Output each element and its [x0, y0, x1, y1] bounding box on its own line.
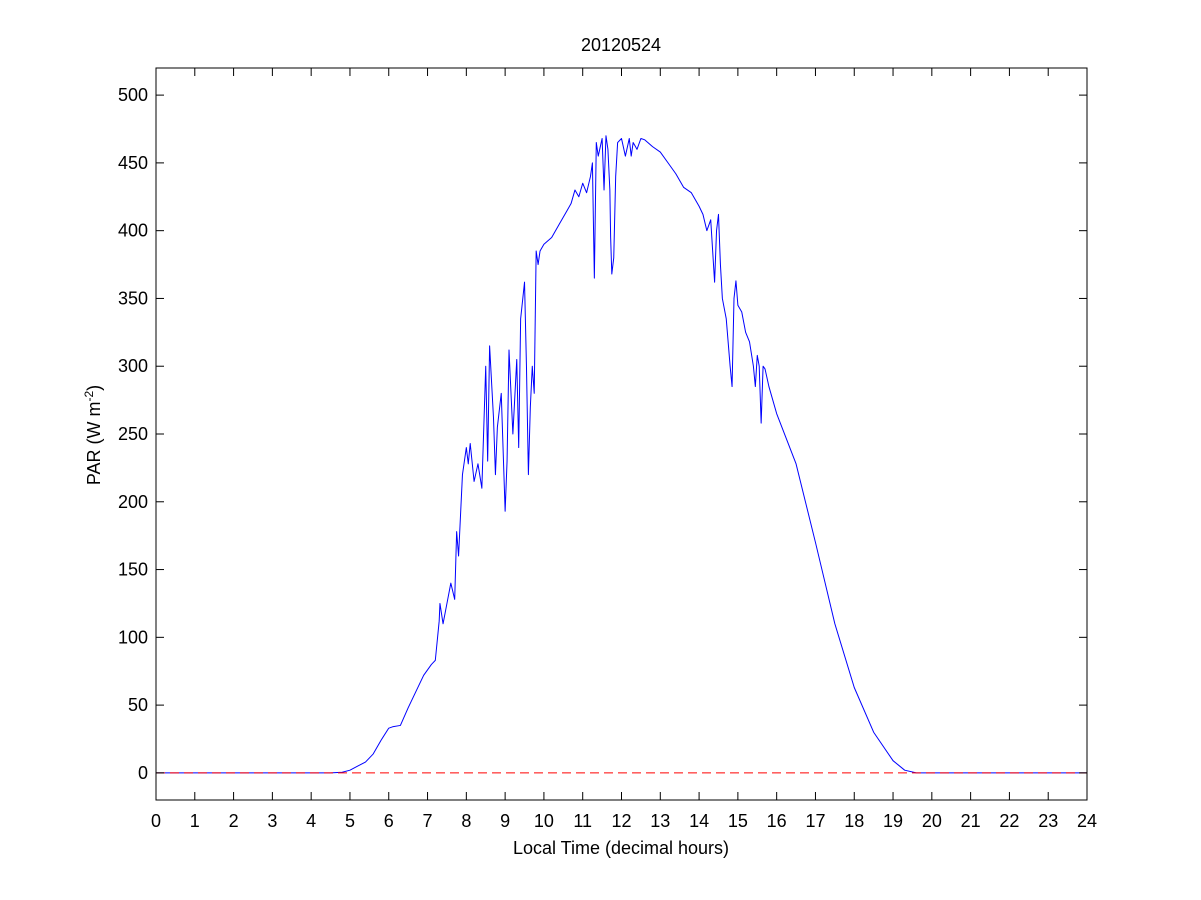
x-tick-label: 7: [423, 811, 433, 831]
y-axis-label-superscript: -2: [82, 391, 96, 402]
x-axis-label: Local Time (decimal hours): [513, 838, 729, 858]
x-tick-label: 19: [883, 811, 903, 831]
x-tick-label: 18: [844, 811, 864, 831]
y-tick-label: 400: [118, 221, 148, 241]
x-tick-label: 6: [384, 811, 394, 831]
x-tick-label: 9: [500, 811, 510, 831]
x-tick-label: 14: [689, 811, 709, 831]
y-axis-label-main: PAR (W m: [84, 402, 104, 486]
x-tick-label: 5: [345, 811, 355, 831]
x-tick-label: 17: [805, 811, 825, 831]
y-tick-label: 300: [118, 356, 148, 376]
x-tick-label: 13: [650, 811, 670, 831]
y-tick-label: 100: [118, 627, 148, 647]
y-axis-label-close: ): [84, 385, 104, 391]
series-line-0: [156, 135, 1087, 774]
y-tick-label: 200: [118, 492, 148, 512]
x-tick-label: 22: [999, 811, 1019, 831]
y-tick-label: 150: [118, 560, 148, 580]
x-tick-label: 3: [267, 811, 277, 831]
axes-frame: [155, 67, 1088, 801]
x-tick-label: 4: [306, 811, 316, 831]
x-tick-label: 0: [151, 811, 161, 831]
x-tick-label: 15: [728, 811, 748, 831]
x-tick-label: 23: [1038, 811, 1058, 831]
x-tick-label: 2: [229, 811, 239, 831]
x-tick-label: 12: [611, 811, 631, 831]
y-tick-label: 0: [138, 763, 148, 783]
y-tick-label: 250: [118, 424, 148, 444]
x-tick-label: 21: [961, 811, 981, 831]
x-tick-label: 16: [767, 811, 787, 831]
y-tick-label: 350: [118, 288, 148, 308]
y-tick-label: 500: [118, 85, 148, 105]
x-tick-label: 24: [1077, 811, 1097, 831]
x-tick-label: 8: [461, 811, 471, 831]
x-tick-label: 10: [534, 811, 554, 831]
y-axis-label: PAR (W m-2): [82, 385, 104, 485]
x-tick-label: 11: [573, 811, 592, 831]
y-tick-label: 450: [118, 153, 148, 173]
chart-title: 20120524: [581, 35, 661, 55]
x-tick-label: 1: [190, 811, 200, 831]
y-tick-label: 50: [128, 695, 148, 715]
plot-area: 0 1 2 3 4 5 6 7 8 9 10 11 12 13 14 15 16 17 18 19 20 21 22 23 24…: [118, 67, 1097, 831]
x-tick-label: 20: [922, 811, 942, 831]
